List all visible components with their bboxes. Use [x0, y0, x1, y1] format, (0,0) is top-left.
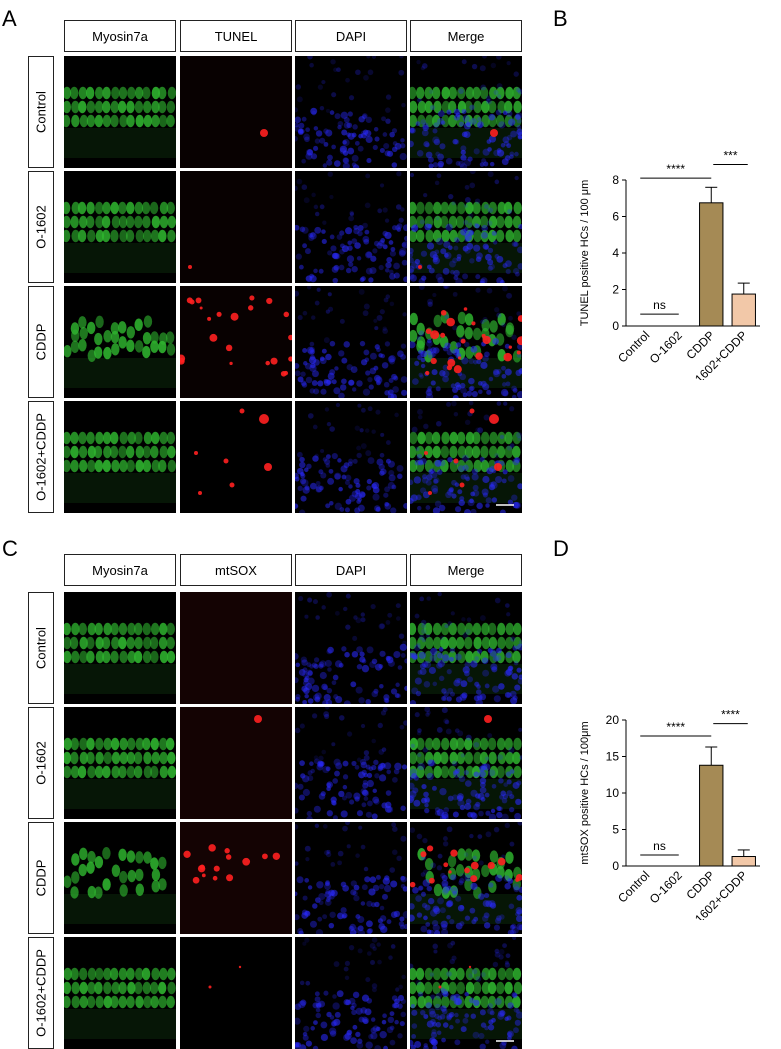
y-tick-label: 6	[612, 210, 619, 224]
row-label-o1602-cddp: O-1602+CDDP	[28, 401, 54, 513]
row-label-text: O-1602	[33, 205, 49, 249]
x-tick-label: Control	[615, 868, 652, 905]
y-tick-label: 0	[612, 859, 619, 873]
y-tick-label: 15	[606, 750, 620, 764]
micrograph-dapi-row-3	[295, 822, 407, 934]
row-label-control: Control	[28, 592, 54, 704]
micrograph-dapi-row-4	[295, 401, 407, 513]
y-tick-label: 8	[612, 173, 619, 187]
significance-label: ns	[653, 839, 666, 853]
bar-O-1602+CDDP	[731, 856, 756, 867]
panel-letter-d: D	[553, 536, 569, 561]
row-label-text: O-1602	[33, 741, 49, 785]
row-label-text: O-1602+CDDP	[33, 949, 49, 1037]
micrograph-red-row-3	[180, 822, 292, 934]
x-tick-label: O-1602	[647, 868, 685, 906]
micrograph-myosin-row-4	[64, 937, 176, 1049]
x-tick-label: Control	[615, 328, 652, 365]
panel-letter-b: B	[553, 6, 568, 31]
micrograph-merge-row-4	[410, 937, 522, 1049]
y-axis-label: mtSOX positive HCs / 100μm	[579, 721, 591, 864]
row-label-text: Control	[33, 91, 49, 133]
row-label-text: Control	[33, 627, 49, 669]
micrograph-dapi-row-1	[295, 592, 407, 704]
row-label-text: CDDP	[33, 859, 49, 897]
column-label-myosin7a: Myosin7a	[64, 554, 176, 586]
bar-O-1602+CDDP	[731, 293, 756, 327]
micrograph-red-row-3	[180, 286, 292, 398]
micrograph-red-row-2	[180, 707, 292, 819]
micrograph-myosin-row-1	[64, 56, 176, 168]
micrograph-dapi-row-3	[295, 286, 407, 398]
micrograph-myosin-row-3	[64, 822, 176, 934]
micrograph-myosin-row-4	[64, 401, 176, 513]
micrograph-merge-row-1	[410, 592, 522, 704]
panel-letter-c: C	[2, 536, 18, 561]
bar-chart-b: TUNEL positive HCs / 100 μm 0 2 4 6 8 ControlO…	[579, 148, 760, 380]
significance-label: ****	[721, 708, 740, 722]
y-tick-label: 0	[612, 319, 619, 333]
column-label-mtsox: mtSOX	[180, 554, 292, 586]
column-label-merge: Merge	[410, 554, 522, 586]
y-tick-label: 20	[606, 713, 620, 727]
significance-label: ****	[666, 162, 685, 176]
y-tick-label: 2	[612, 283, 619, 297]
significance-label: ***	[723, 148, 737, 162]
micrograph-red-row-4	[180, 401, 292, 513]
y-tick-label: 4	[612, 246, 619, 260]
micrograph-merge-row-2	[410, 707, 522, 819]
column-label-tunel: TUNEL	[180, 20, 292, 52]
column-label-dapi: DAPI	[295, 554, 407, 586]
bar-chart-d: mtSOX positive HCs / 100μm 0 5 10 15 20 Contro…	[579, 708, 760, 920]
micrograph-merge-row-2	[410, 171, 522, 283]
micrograph-dapi-row-4	[295, 937, 407, 1049]
row-label-control: Control	[28, 56, 54, 168]
micrograph-myosin-row-3	[64, 286, 176, 398]
micrograph-red-row-1	[180, 592, 292, 704]
row-label-cddp: CDDP	[28, 286, 54, 398]
micrograph-merge-row-1	[410, 56, 522, 168]
bar-CDDP	[699, 202, 724, 327]
column-label-myosin7a: Myosin7a	[64, 20, 176, 52]
micrograph-merge-row-3	[410, 286, 522, 398]
micrograph-merge-row-3	[410, 822, 522, 934]
row-label-cddp: CDDP	[28, 822, 54, 934]
row-label-text: O-1602+CDDP	[33, 413, 49, 501]
y-tick-label: 5	[612, 823, 619, 837]
row-label-o1602-cddp: O-1602+CDDP	[28, 937, 54, 1049]
row-label-o1602: O-1602	[28, 171, 54, 283]
micrograph-red-row-4	[180, 937, 292, 1049]
micrograph-dapi-row-1	[295, 56, 407, 168]
column-label-merge: Merge	[410, 20, 522, 52]
micrograph-merge-row-4	[410, 401, 522, 513]
bar-CDDP	[699, 764, 724, 867]
panel-letter-a: A	[2, 6, 17, 31]
significance-label: ns	[653, 298, 666, 312]
micrograph-myosin-row-1	[64, 592, 176, 704]
micrograph-dapi-row-2	[295, 171, 407, 283]
micrograph-red-row-1	[180, 56, 292, 168]
significance-label: ****	[666, 720, 685, 734]
micrograph-red-row-2	[180, 171, 292, 283]
row-label-o1602: O-1602	[28, 707, 54, 819]
micrograph-myosin-row-2	[64, 171, 176, 283]
column-label-dapi: DAPI	[295, 20, 407, 52]
y-axis-label: TUNEL positive HCs / 100 μm	[579, 180, 591, 327]
y-tick-label: 10	[606, 786, 620, 800]
micrograph-myosin-row-2	[64, 707, 176, 819]
x-tick-label: O-1602	[647, 328, 685, 366]
micrograph-dapi-row-2	[295, 707, 407, 819]
row-label-text: CDDP	[33, 323, 49, 361]
